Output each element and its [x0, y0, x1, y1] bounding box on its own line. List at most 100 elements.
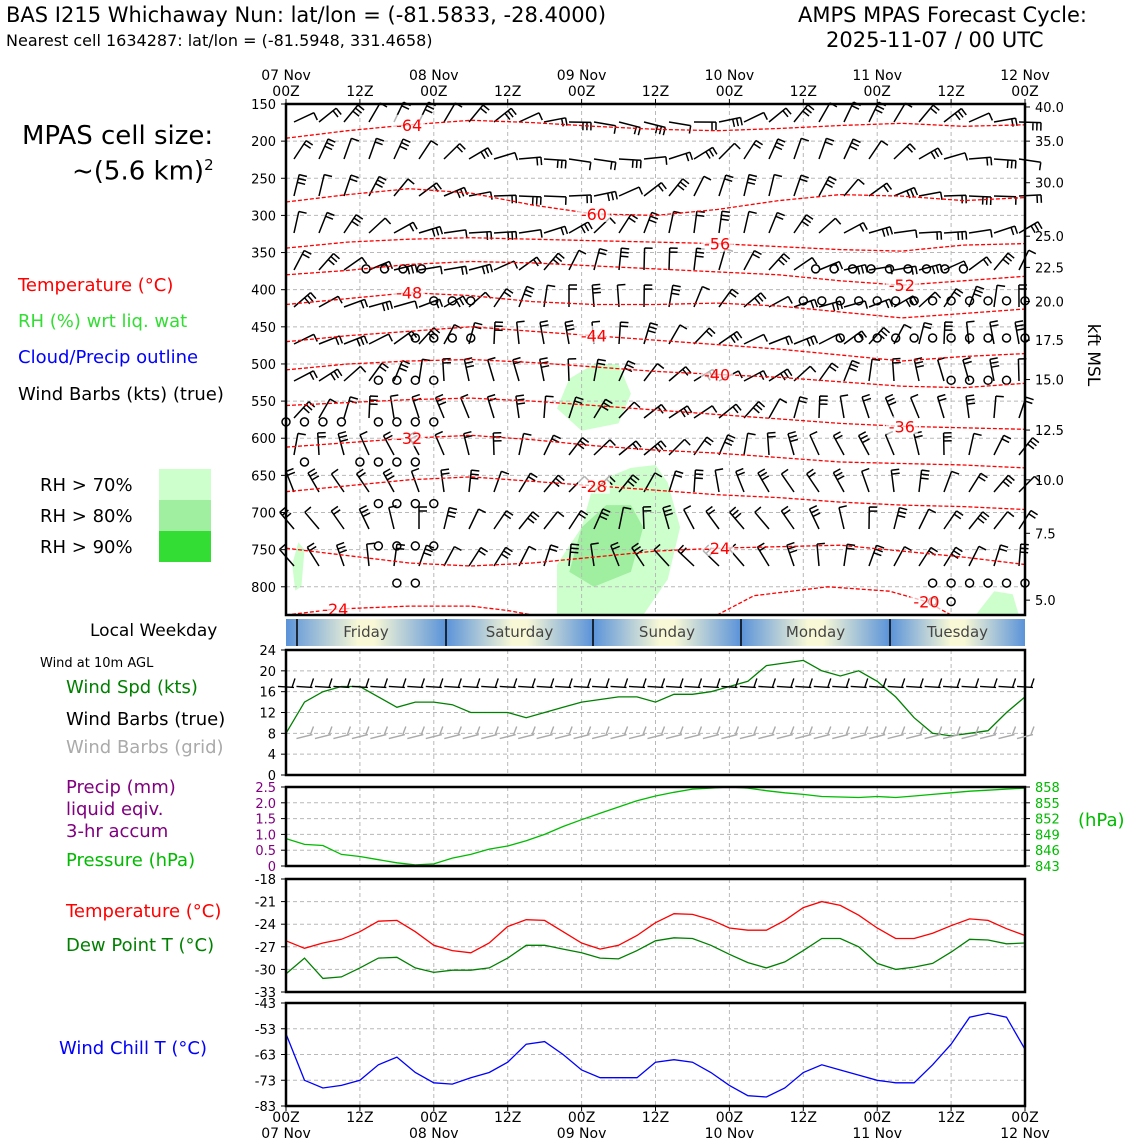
- pressure-tick-label: 700: [251, 507, 276, 522]
- kft-tick-label: 5.0: [1035, 594, 1056, 609]
- wind-10m-label: Wind at 10m AGL: [40, 656, 154, 671]
- grid-wind-barb: [425, 726, 444, 740]
- wind-barb: [839, 394, 849, 419]
- calm-circle: [1001, 375, 1012, 386]
- grid-wind-barb: [536, 726, 555, 740]
- wind-barb: [968, 511, 990, 530]
- surface-wind-barb: [924, 678, 943, 689]
- wind-barb: [793, 396, 808, 419]
- rh-region: [292, 542, 305, 591]
- bottom-hour-label: 12Z: [494, 1110, 521, 1126]
- calm-circle: [392, 417, 402, 427]
- contour-label-bg: [701, 538, 734, 557]
- pressure-tick-label: 450: [251, 321, 276, 336]
- wind-barb: [806, 468, 820, 493]
- surface-wind-barb: [407, 678, 425, 689]
- wind-barb: [718, 330, 743, 345]
- wind-barb: [816, 542, 825, 567]
- kft-tick-label: 30.0: [1035, 177, 1064, 192]
- top-hour-label: 12Z: [937, 84, 964, 100]
- wind-barb: [993, 434, 1012, 456]
- calm-circle: [853, 333, 864, 343]
- wind-barb: [968, 112, 994, 123]
- contour-label-bg: [577, 203, 610, 222]
- calm-circle: [964, 578, 975, 588]
- wind-barb: [330, 468, 345, 493]
- calm-circle: [466, 296, 476, 306]
- contour-label: -44: [581, 327, 607, 346]
- wind-barb: [493, 230, 518, 241]
- calm-circle: [429, 498, 439, 509]
- calm-circle: [318, 417, 328, 427]
- wind-barb: [337, 430, 349, 456]
- wind-barb: [518, 112, 543, 123]
- calm-circle: [964, 333, 975, 343]
- wind-barb: [718, 288, 739, 308]
- wind-barb: [568, 437, 590, 456]
- wind-barb: [393, 359, 411, 382]
- wind-barb: [1018, 437, 1040, 456]
- wind-barb: [518, 156, 543, 166]
- wind-barb: [993, 158, 1017, 169]
- calm-circle: [392, 578, 402, 588]
- wind-barb: [843, 359, 860, 382]
- wind-barb: [515, 394, 526, 419]
- value-tick-label: 1.5: [255, 813, 276, 828]
- contour-label-bg: [701, 233, 734, 252]
- wind-barb: [793, 298, 819, 309]
- wind-barb: [318, 107, 342, 123]
- surface-wind-barb: [462, 678, 481, 689]
- bottom-hour-label: 00Z: [420, 1110, 447, 1126]
- calm-circle: [829, 264, 839, 274]
- contour-label-bg: [701, 364, 734, 383]
- wind-barb: [1018, 194, 1043, 204]
- wind-barb-field: [278, 101, 1043, 567]
- grid-wind-barb: [647, 726, 666, 740]
- wind-barb: [918, 508, 937, 530]
- wind-barb: [343, 214, 364, 234]
- wind-barb: [443, 265, 468, 276]
- legend-cloud: Cloud/Precip outline: [18, 347, 199, 368]
- calm-circle: [866, 264, 876, 274]
- wind-barb: [618, 321, 629, 345]
- wind-barb: [330, 505, 345, 530]
- wind-barb: [593, 190, 618, 202]
- wind-barb: [515, 320, 525, 345]
- top-hour-label: 00Z: [568, 84, 595, 100]
- wind-barb: [486, 393, 497, 419]
- wind-barb: [768, 138, 786, 160]
- wind-barb: [653, 543, 670, 567]
- wind-barb: [993, 395, 1004, 419]
- wind-barb: [343, 104, 365, 123]
- surface-wind-barb: [869, 678, 887, 689]
- wind-barb: [718, 210, 731, 234]
- temp-label: Temperature (°C): [66, 901, 222, 922]
- wind-barb: [543, 158, 567, 169]
- wind-barb: [743, 292, 767, 308]
- wind-barb: [993, 195, 1017, 205]
- kft-tick-label: 12.5: [1035, 424, 1064, 439]
- pressure-right-label: 846: [1035, 844, 1060, 859]
- temperature-contour: [285, 476, 1026, 511]
- surface-wind-barb: [721, 678, 740, 689]
- calm-circle: [429, 296, 439, 306]
- wind-barb: [543, 474, 565, 493]
- wind-barb: [943, 546, 963, 567]
- wind-barb: [462, 430, 473, 456]
- kft-tick-label: 10.0: [1035, 474, 1064, 489]
- kft-tick-label: 20.0: [1035, 296, 1064, 311]
- bottom-date-label: 12 Nov: [1000, 1126, 1050, 1140]
- bottom-date-label: 10 Nov: [705, 1126, 755, 1140]
- calm-circle: [798, 296, 809, 306]
- wind-barb: [443, 545, 462, 567]
- wind-barb: [359, 430, 370, 456]
- wind-barb: [285, 467, 296, 493]
- grid-wind-barb: [795, 726, 813, 740]
- wind-barb: [440, 468, 450, 493]
- wind-barb: [918, 291, 942, 308]
- wind-barb: [718, 403, 742, 419]
- contour-label-bg: [393, 428, 426, 447]
- wind-barb: [843, 543, 856, 567]
- wind-barb: [843, 138, 861, 160]
- temperature-contour: [285, 358, 1026, 389]
